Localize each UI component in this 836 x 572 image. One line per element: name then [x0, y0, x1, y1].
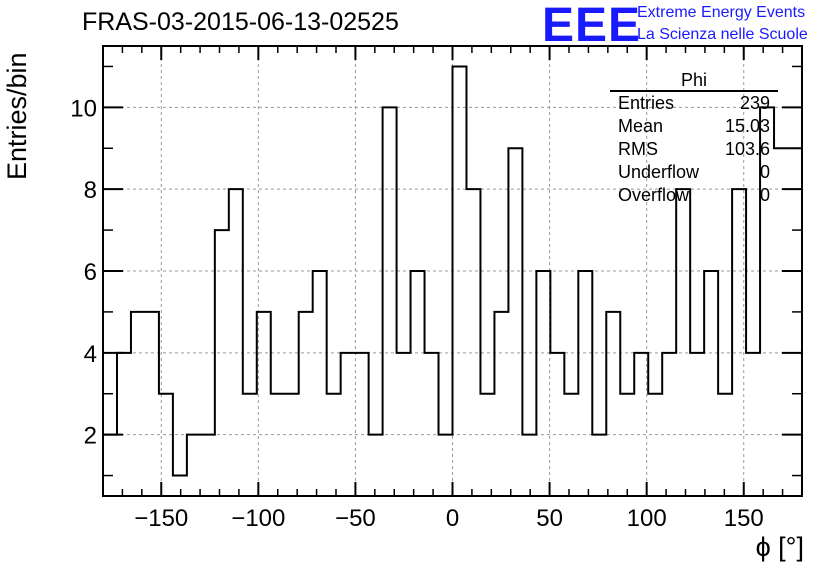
- x-tick-label: 100: [627, 505, 667, 532]
- logo-line-1: Extreme Energy Events: [637, 4, 806, 21]
- stats-label: Overflow: [618, 185, 690, 205]
- chart-title: FRAS-03-2015-06-13-02525: [82, 8, 399, 36]
- stats-row-mean: Mean 15.03: [610, 115, 778, 138]
- tick-labels: −150 −100 −50 0 50 100 150 2 4 6 8 10: [70, 95, 763, 532]
- stats-label: Mean: [618, 116, 664, 136]
- x-tick-label: 50: [536, 505, 563, 532]
- stats-label: Underflow: [618, 162, 700, 182]
- stats-row-underflow: Underflow 0: [610, 161, 778, 184]
- stats-label: RMS: [618, 139, 658, 159]
- stats-row-entries: Entries 239: [610, 92, 778, 115]
- x-tick-label: −150: [134, 505, 188, 532]
- stats-box: Phi Entries 239 Mean 15.03 RMS 103.6 Und…: [610, 70, 778, 207]
- y-tick-label: 6: [84, 259, 97, 286]
- y-tick-label: 2: [84, 423, 97, 450]
- x-tick-label: 150: [724, 505, 764, 532]
- axis-ticks: [102, 46, 803, 496]
- stats-value: 239: [739, 93, 770, 113]
- stats-row-rms: RMS 103.6: [610, 138, 778, 161]
- eee-logo: EEE: [542, 0, 642, 52]
- y-axis-label: Entries/bin: [2, 52, 32, 180]
- stats-title: Phi: [610, 70, 778, 92]
- y-tick-label: 10: [70, 95, 97, 122]
- stats-row-overflow: Overflow 0: [610, 184, 778, 207]
- plot-frame: [102, 45, 803, 497]
- stats-value: 0: [759, 162, 770, 182]
- x-tick-label: −100: [231, 505, 285, 532]
- y-tick-label: 8: [84, 177, 97, 204]
- x-axis-label: ϕ [°]: [755, 532, 804, 562]
- stats-value: 15.03: [724, 116, 770, 136]
- stats-value: 103.6: [724, 139, 770, 159]
- stats-value: 0: [759, 185, 770, 205]
- histogram-line: [103, 65, 802, 477]
- y-tick-label: 4: [84, 341, 97, 368]
- x-tick-label: −50: [335, 505, 376, 532]
- x-tick-label: 0: [446, 505, 459, 532]
- logo-line-2: La Scienza nelle Scuole: [637, 26, 808, 43]
- stats-label: Entries: [618, 93, 675, 113]
